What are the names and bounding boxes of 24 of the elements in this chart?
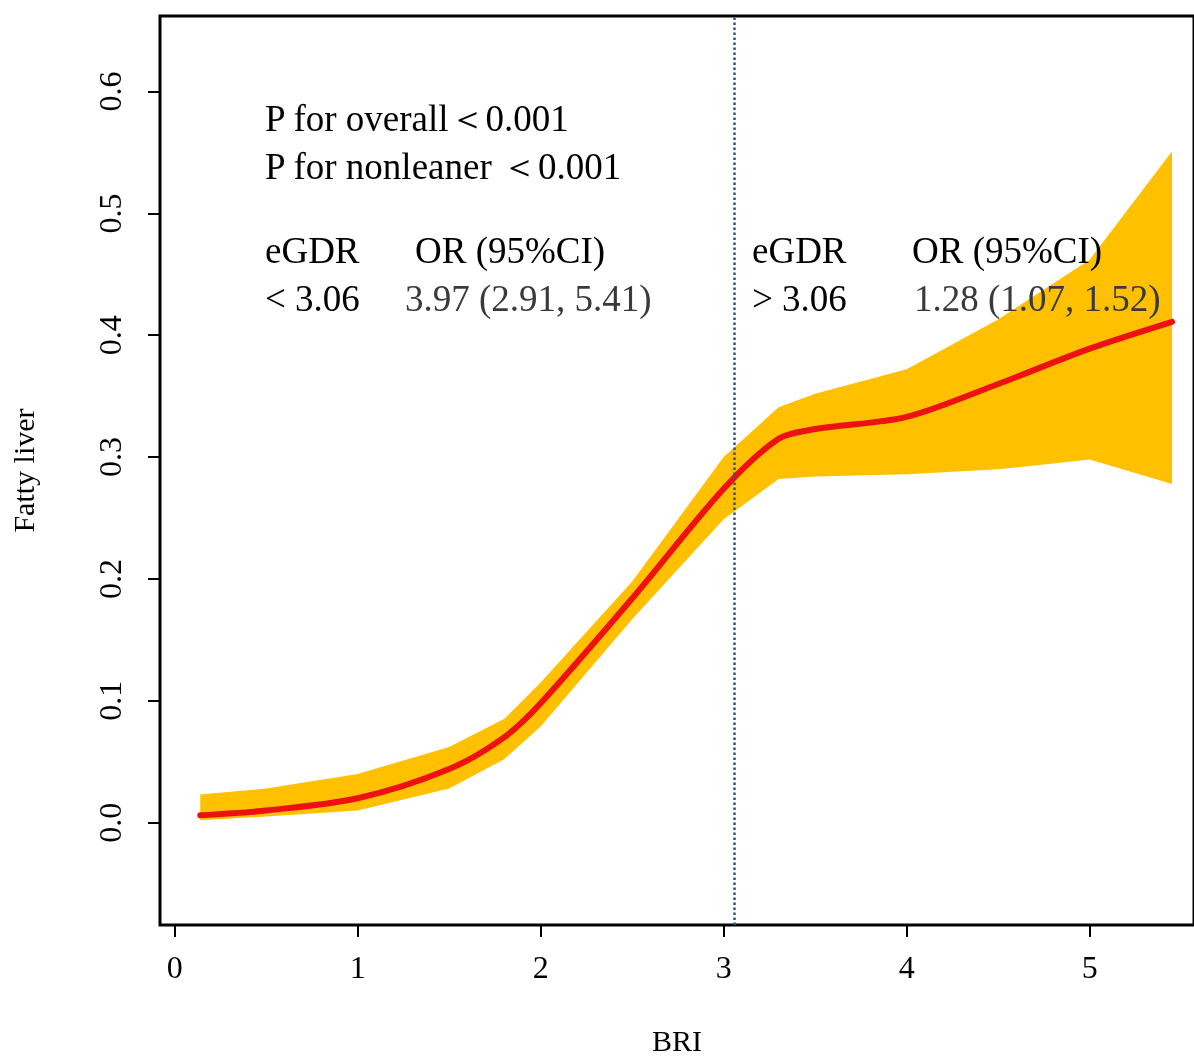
annotation: 3.97 (2.91, 5.41) xyxy=(405,278,652,320)
x-tick-label: 2 xyxy=(532,949,549,985)
x-tick-label: 0 xyxy=(166,949,183,985)
y-tick-label: 0.1 xyxy=(92,680,128,721)
annotation: > 3.06 xyxy=(752,278,847,319)
x-tick-label: 4 xyxy=(898,949,915,985)
annotation: OR (95%CI) xyxy=(415,230,606,272)
x-axis-title: BRI xyxy=(651,1023,703,1057)
y-tick-label: 0.3 xyxy=(92,437,128,478)
y-tick-label: 0.6 xyxy=(92,71,128,112)
annotation: < 3.06 xyxy=(265,278,360,319)
x-tick-label: 3 xyxy=(715,949,732,985)
y-tick-label: 0.4 xyxy=(92,315,128,356)
annotation: P for nonleaner ＜0.001 xyxy=(265,146,622,187)
x-tick-label: 5 xyxy=(1081,949,1098,985)
annotation: P for overall＜0.001 xyxy=(265,98,569,139)
x-tick-label: 1 xyxy=(349,949,366,985)
annotation: eGDR xyxy=(265,230,360,271)
y-tick-label: 0.2 xyxy=(92,558,128,599)
y-tick-label: 0.0 xyxy=(92,802,128,843)
annotation: eGDR xyxy=(752,230,847,271)
annotation: OR (95%CI) xyxy=(912,230,1103,272)
y-tick-label: 0.5 xyxy=(92,193,128,234)
y-axis-title: Fatty liver xyxy=(6,408,40,533)
